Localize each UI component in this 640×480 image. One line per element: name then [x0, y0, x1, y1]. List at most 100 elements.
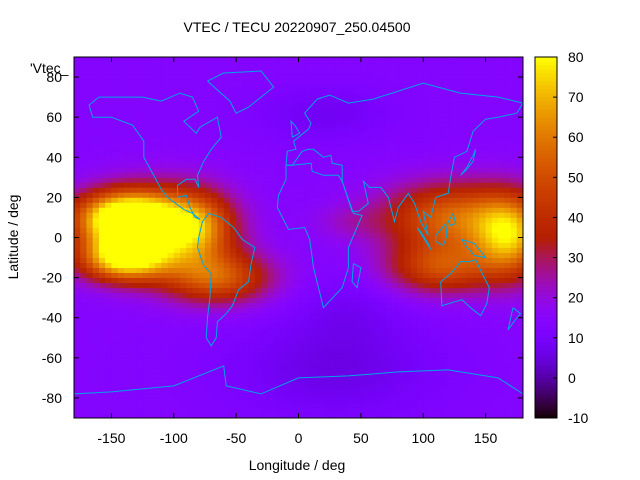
heatmap-cell — [479, 347, 486, 354]
heatmap-cell — [310, 152, 318, 158]
heatmap-cell — [254, 62, 262, 68]
heatmap-cell — [161, 202, 168, 208]
heatmap-cell — [360, 277, 368, 284]
heatmap-cell — [498, 172, 505, 178]
heatmap-cell — [130, 287, 137, 294]
heatmap-cell — [261, 217, 268, 223]
heatmap-cell — [254, 162, 262, 168]
heatmap-cell — [123, 107, 131, 113]
heatmap-cell — [360, 377, 368, 384]
heatmap-cell — [223, 222, 231, 228]
heatmap-cell — [111, 267, 119, 273]
heatmap-cell — [286, 97, 293, 103]
heatmap-cell — [136, 257, 143, 263]
heatmap-cell — [398, 157, 405, 163]
heatmap-cell — [236, 357, 243, 364]
heatmap-cell — [261, 122, 268, 128]
heatmap-cell — [379, 102, 387, 108]
heatmap-cell — [354, 237, 362, 243]
heatmap-cell — [360, 407, 368, 414]
heatmap-cell — [448, 347, 455, 354]
heatmap-cell — [310, 62, 318, 68]
heatmap-cell — [142, 77, 150, 83]
heatmap-cell — [448, 72, 455, 78]
heatmap-cell — [254, 182, 262, 188]
heatmap-cell — [123, 87, 131, 93]
heatmap-cell — [466, 322, 474, 329]
heatmap-cell — [504, 392, 511, 399]
heatmap-cell — [435, 337, 443, 344]
heatmap-cell — [423, 407, 430, 414]
heatmap-cell — [236, 277, 243, 284]
heatmap-cell — [117, 57, 125, 63]
heatmap-cell — [335, 412, 343, 419]
heatmap-cell — [310, 162, 318, 168]
heatmap-cell — [373, 187, 380, 193]
heatmap-cell — [435, 252, 443, 258]
heatmap-cell — [74, 122, 81, 128]
heatmap-cell — [454, 97, 462, 103]
heatmap-cell — [242, 232, 250, 238]
heatmap-cell — [105, 147, 112, 153]
heatmap-cell — [254, 362, 262, 369]
heatmap-cell — [423, 397, 430, 404]
heatmap-cell — [136, 302, 143, 309]
heatmap-cell — [223, 357, 231, 364]
heatmap-cell — [167, 272, 175, 279]
heatmap-cell — [236, 272, 243, 279]
heatmap-cell — [479, 287, 486, 294]
heatmap-cell — [367, 132, 374, 138]
heatmap-cell — [448, 312, 455, 319]
heatmap-cell — [398, 272, 405, 279]
heatmap-cell — [180, 407, 187, 414]
heatmap-cell — [398, 317, 405, 324]
heatmap-cell — [448, 217, 455, 223]
heatmap-cell — [242, 62, 250, 68]
heatmap-cell — [373, 247, 380, 253]
heatmap-cell — [454, 362, 462, 369]
heatmap-cell — [448, 242, 455, 248]
heatmap-cell — [74, 402, 81, 409]
heatmap-cell — [392, 162, 399, 168]
heatmap-cell — [86, 122, 94, 128]
heatmap-cell — [473, 402, 480, 409]
heatmap-cell — [323, 332, 331, 339]
heatmap-cell — [198, 302, 206, 309]
heatmap-cell — [123, 257, 131, 263]
heatmap-cell — [504, 402, 511, 409]
heatmap-cell — [429, 222, 437, 228]
heatmap-cell — [354, 317, 362, 324]
heatmap-cell — [348, 377, 356, 384]
heatmap-cell — [367, 267, 374, 273]
heatmap-cell — [317, 257, 324, 263]
heatmap-cell — [98, 167, 106, 173]
heatmap-cell — [155, 107, 162, 113]
heatmap-cell — [92, 377, 100, 384]
heatmap-cell — [498, 107, 505, 113]
heatmap-cell — [498, 157, 505, 163]
heatmap-cell — [123, 292, 131, 299]
heatmap-cell — [273, 327, 281, 334]
heatmap-cell — [98, 287, 106, 294]
heatmap-cell — [385, 97, 393, 103]
heatmap-cell — [429, 377, 437, 384]
heatmap-cell — [111, 87, 119, 93]
heatmap-cell — [98, 202, 106, 208]
heatmap-cell — [292, 77, 299, 83]
heatmap-cell — [310, 327, 318, 334]
heatmap-cell — [335, 242, 343, 248]
heatmap-cell — [429, 347, 437, 354]
heatmap-cell — [367, 87, 374, 93]
heatmap-cell — [242, 332, 250, 339]
heatmap-cell — [448, 322, 455, 329]
heatmap-cell — [329, 392, 337, 399]
heatmap-cell — [373, 207, 380, 213]
heatmap-cell — [117, 192, 125, 198]
heatmap-cell — [404, 412, 412, 419]
heatmap-cell — [254, 282, 262, 289]
heatmap-cell — [229, 402, 237, 409]
heatmap-cell — [398, 97, 405, 103]
heatmap-cell — [254, 262, 262, 268]
heatmap-cell — [105, 207, 112, 213]
heatmap-cell — [180, 277, 187, 284]
